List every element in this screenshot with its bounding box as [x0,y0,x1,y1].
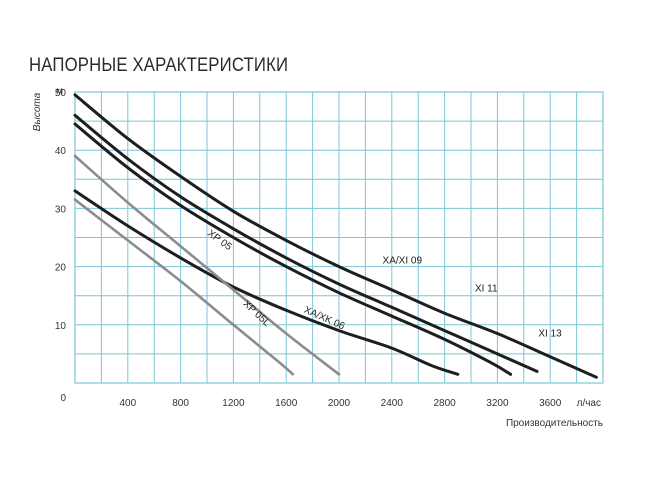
curve-label-xp-05: XP 05 [205,228,234,253]
x-tick-label: 1600 [275,398,298,409]
y-tick-label: 20 [55,263,67,274]
y-axis-label: Высота [32,92,43,131]
y-tick-label: 30 [55,204,67,215]
curve-xa-xi-09 [73,122,513,376]
plot-frame [74,91,604,384]
curve-label-xa-xi-09: XA/XI 09 [383,256,423,267]
plot-border [74,91,604,384]
x-unit-label: л/час [577,398,601,409]
curve-xi-13 [73,93,598,379]
x-tick-label: 800 [172,398,189,409]
y-unit-label: м [56,86,63,97]
curve-label-xi-13: XI 13 [538,328,562,339]
x-tick-label: 2800 [433,398,456,409]
x-tick-label: 3200 [486,398,509,409]
curve-xp-05l [73,198,295,376]
x-axis-label: Производительность [506,418,603,429]
curve-label-xi-11: XI 11 [475,284,498,295]
curves [73,93,598,379]
y-tick-label: 10 [55,321,67,332]
x-tick-label: 2000 [328,398,351,409]
chart-title: НАПОРНЫЕ ХАРАКТЕРИСТИКИ [29,55,289,76]
x-tick-label: 1200 [222,398,245,409]
grid [75,92,603,383]
x-tick-label: 3600 [539,398,562,409]
y-tick-label: 0 [60,393,66,404]
curve-xp-05 [73,154,341,376]
y-tick-label: 50 [55,88,67,99]
tick-labels: 400 800 1200 1600 2000 2400 2800 3200 3600 0 10 20 3… [55,88,562,409]
x-tick-label: 400 [119,398,136,409]
y-tick-label: 40 [55,146,67,157]
curve-xi-11 [73,113,539,373]
x-tick-label: 2400 [381,398,404,409]
axis-labels: Высота м л/час Производительность [32,86,603,429]
curve-xa-xk-06 [73,189,460,376]
